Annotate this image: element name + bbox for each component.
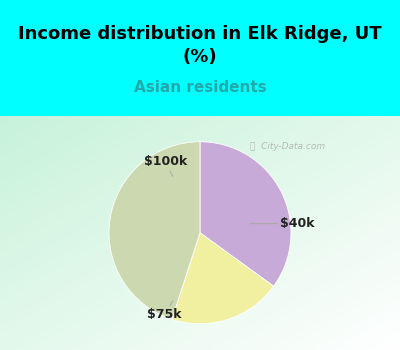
Wedge shape <box>109 142 200 319</box>
Text: $40k: $40k <box>250 217 314 230</box>
Wedge shape <box>172 233 274 324</box>
Wedge shape <box>200 142 291 286</box>
Text: $100k: $100k <box>144 155 187 176</box>
Text: ⓘ  City-Data.com: ⓘ City-Data.com <box>250 142 325 151</box>
Text: Asian residents: Asian residents <box>134 80 266 95</box>
Text: $75k: $75k <box>147 301 182 321</box>
Text: Income distribution in Elk Ridge, UT
(%): Income distribution in Elk Ridge, UT (%) <box>18 26 382 65</box>
